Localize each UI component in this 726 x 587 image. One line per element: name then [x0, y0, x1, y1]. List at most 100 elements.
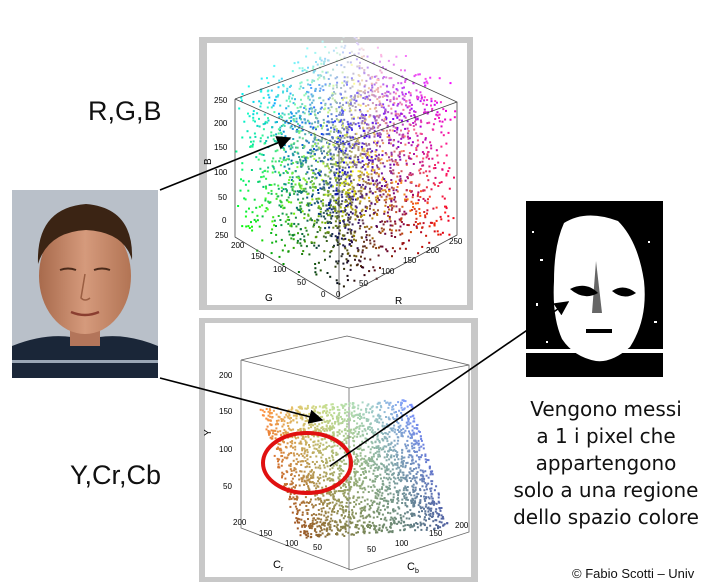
- rgb-point: [330, 118, 333, 121]
- rgb-point: [410, 103, 413, 106]
- rgb-point: [375, 185, 378, 188]
- ycbcr-point: [433, 502, 436, 504]
- rgb-point: [286, 90, 289, 93]
- rgb-point: [335, 164, 338, 167]
- rgb-point: [319, 107, 322, 110]
- rgb-point: [275, 240, 278, 243]
- ycbcr-point: [387, 478, 390, 481]
- rgb-point: [390, 197, 393, 200]
- rgb-point: [320, 74, 323, 77]
- ycbcr-point: [424, 512, 427, 515]
- ycbcr-point: [377, 506, 380, 509]
- ycbcr-point: [306, 479, 309, 482]
- rgb-point: [413, 207, 416, 210]
- rgb-point: [361, 249, 364, 252]
- rgb-point: [288, 218, 291, 221]
- rgb-point: [342, 173, 345, 176]
- rgb-point: [327, 194, 330, 197]
- rgb-point: [346, 231, 349, 234]
- rgb-point: [388, 136, 391, 139]
- rgb-point: [357, 89, 360, 92]
- rgb-point: [349, 211, 352, 214]
- rgb-point: [423, 96, 426, 99]
- ycbcr-point: [404, 429, 407, 432]
- ycbcr-point: [363, 527, 366, 530]
- rgb-point: [417, 223, 420, 225]
- ycbcr-point: [304, 439, 307, 442]
- rgb-point: [324, 104, 327, 107]
- rgb-point: [324, 221, 327, 224]
- rgb-point: [357, 92, 360, 95]
- rgb-point: [280, 224, 283, 227]
- rgb-point: [303, 217, 306, 220]
- rgb-point: [344, 90, 347, 93]
- ycbcr-point: [387, 493, 390, 496]
- ycbcr-point: [384, 469, 387, 472]
- ycbcr-point: [359, 487, 362, 490]
- rgb-point: [288, 85, 291, 88]
- rgb-point: [284, 121, 287, 124]
- rgb-point: [376, 126, 379, 129]
- rgb-point: [410, 209, 413, 211]
- rgb-point: [422, 141, 424, 144]
- rgb-point: [398, 155, 401, 158]
- ycbcr-point: [429, 512, 432, 515]
- rgb-point: [404, 179, 407, 182]
- rgb-point: [300, 191, 303, 193]
- rgb-point: [279, 164, 282, 167]
- rgb-point: [299, 228, 302, 231]
- rgb-point: [376, 182, 379, 185]
- rgb-point: [379, 245, 382, 248]
- rgb-point: [418, 183, 421, 186]
- ycbcr-point: [366, 498, 369, 501]
- rgb-point: [360, 115, 363, 118]
- rgb-point: [361, 79, 364, 82]
- rgb-point: [369, 204, 372, 207]
- rgb-point: [270, 89, 273, 92]
- rgb-point: [373, 117, 376, 120]
- ycbcr-point: [412, 476, 415, 479]
- ycbcr-point: [304, 407, 307, 410]
- rgb-point: [297, 110, 300, 112]
- ycbcr-point: [371, 489, 374, 492]
- rgb-point: [294, 125, 296, 128]
- rgb-point: [290, 84, 292, 87]
- ycbcr-point: [439, 509, 442, 512]
- ycbcr-point: [307, 434, 310, 437]
- rgb-point: [389, 99, 392, 101]
- ycbcr-point: [285, 483, 288, 485]
- ycbcr-point: [402, 408, 405, 411]
- ycbcr-point: [352, 453, 355, 456]
- rgb-point: [339, 165, 342, 168]
- rgb-point: [353, 53, 356, 56]
- ycbcr-point: [321, 438, 324, 441]
- ycbcr-point: [421, 510, 423, 513]
- rgb-point: [331, 163, 334, 166]
- rgb-point: [323, 77, 326, 80]
- rgb-point: [388, 197, 391, 200]
- ycbcr-point: [364, 455, 367, 458]
- ycbcr-point: [344, 515, 347, 518]
- ycbcr-point: [292, 414, 295, 417]
- rgb-point: [369, 89, 372, 92]
- ycbcr-point: [368, 457, 371, 460]
- ycbcr-point: [325, 516, 328, 519]
- ycbcr-point: [352, 405, 355, 408]
- rgb-point: [378, 132, 381, 135]
- rgb-point: [349, 205, 352, 208]
- ycbcr-point: [290, 473, 293, 476]
- rgb-point: [400, 129, 402, 132]
- rgb-point: [317, 172, 320, 174]
- rgb-point: [365, 152, 368, 155]
- ycbcr-point: [366, 515, 369, 518]
- rgb-point: [355, 239, 357, 242]
- rgb-point: [363, 117, 366, 120]
- rgb-point: [351, 124, 353, 126]
- rgb-point: [321, 178, 324, 181]
- rgb-point: [322, 133, 325, 136]
- ycbcr-point: [338, 504, 341, 507]
- rgb-point: [274, 160, 277, 163]
- rgb-point: [406, 135, 409, 138]
- rgb-point: [316, 78, 319, 81]
- rgb-point: [325, 124, 328, 127]
